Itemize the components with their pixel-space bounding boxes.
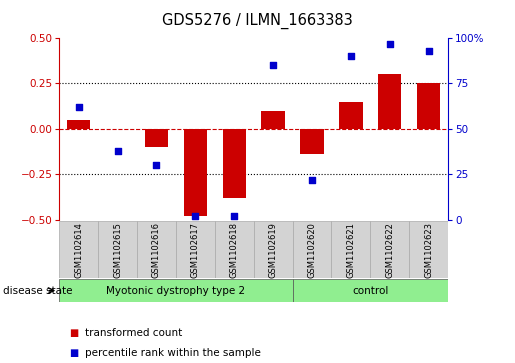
Text: transformed count: transformed count [85,328,182,338]
Point [308,177,316,183]
Point [230,213,238,219]
Bar [253,221,293,278]
Text: GSM1102617: GSM1102617 [191,221,200,278]
Bar [184,129,207,216]
Point [152,162,161,168]
Text: GSM1102614: GSM1102614 [74,222,83,277]
Bar [378,74,401,129]
Bar [370,221,409,278]
Bar [339,102,363,129]
Bar [59,221,98,278]
Text: control: control [352,286,388,295]
Bar [293,221,332,278]
Point [386,41,394,46]
Text: GSM1102616: GSM1102616 [152,221,161,278]
Point [75,104,83,110]
Bar [145,129,168,147]
Bar [332,221,370,278]
Point [113,148,122,154]
Text: GSM1102620: GSM1102620 [307,222,316,277]
Bar [215,221,253,278]
Text: disease state: disease state [3,286,72,295]
Text: GSM1102621: GSM1102621 [347,222,355,277]
Text: ■: ■ [70,328,79,338]
Text: ■: ■ [70,348,79,358]
Bar [222,129,246,198]
Text: GSM1102622: GSM1102622 [385,222,394,277]
Text: GDS5276 / ILMN_1663383: GDS5276 / ILMN_1663383 [162,13,353,29]
Bar [409,221,448,278]
Point [424,48,433,54]
Text: GSM1102618: GSM1102618 [230,221,238,278]
Text: GSM1102619: GSM1102619 [269,222,278,277]
Text: Myotonic dystrophy type 2: Myotonic dystrophy type 2 [106,286,246,295]
Text: percentile rank within the sample: percentile rank within the sample [85,348,261,358]
Point [191,213,199,219]
Text: GSM1102615: GSM1102615 [113,222,122,277]
Bar [293,279,448,302]
Bar [417,83,440,129]
Bar [176,221,215,278]
Bar [98,221,137,278]
Bar [67,120,90,129]
Bar [300,129,323,154]
Point [269,62,277,68]
Bar [137,221,176,278]
Point [347,53,355,59]
Bar [59,279,293,302]
Text: GSM1102623: GSM1102623 [424,221,433,278]
Bar [262,111,285,129]
